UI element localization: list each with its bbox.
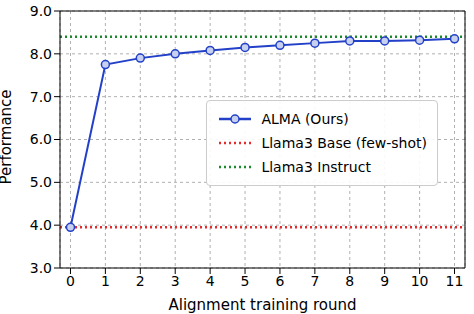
svg-text:9.0: 9.0 bbox=[30, 3, 52, 19]
html-text:ALMA (Ours): ALMA (Ours) bbox=[261, 111, 349, 127]
svg-text:Performance: Performance bbox=[8, 89, 15, 184]
svg-text:8.0: 8.0 bbox=[30, 46, 52, 62]
svg-text:1: 1 bbox=[101, 273, 110, 289]
svg-text:5: 5 bbox=[241, 273, 250, 289]
svg-text:3: 3 bbox=[171, 273, 180, 289]
svg-text:7.0: 7.0 bbox=[30, 89, 52, 105]
svg-text:7: 7 bbox=[310, 273, 319, 289]
svg-text:3.0: 3.0 bbox=[30, 260, 52, 276]
svg-text:8: 8 bbox=[345, 273, 354, 289]
svg-text:6.0: 6.0 bbox=[30, 131, 52, 147]
svg-text:5.0: 5.0 bbox=[30, 174, 52, 190]
svg-text:9: 9 bbox=[380, 273, 389, 289]
svg-text:11: 11 bbox=[446, 273, 464, 289]
svg-text:Alignment training round: Alignment training round bbox=[168, 296, 356, 314]
svg-text:0: 0 bbox=[66, 273, 75, 289]
html-text:Llama3 Instruct: Llama3 Instruct bbox=[261, 159, 371, 175]
svg-text:6: 6 bbox=[275, 273, 284, 289]
svg-text:10: 10 bbox=[411, 273, 429, 289]
svg-text:4: 4 bbox=[206, 273, 215, 289]
svg-text:2: 2 bbox=[136, 273, 145, 289]
html-text:Llama3 Base (few-shot): Llama3 Base (few-shot) bbox=[261, 135, 427, 151]
svg-text:4.0: 4.0 bbox=[30, 217, 52, 233]
